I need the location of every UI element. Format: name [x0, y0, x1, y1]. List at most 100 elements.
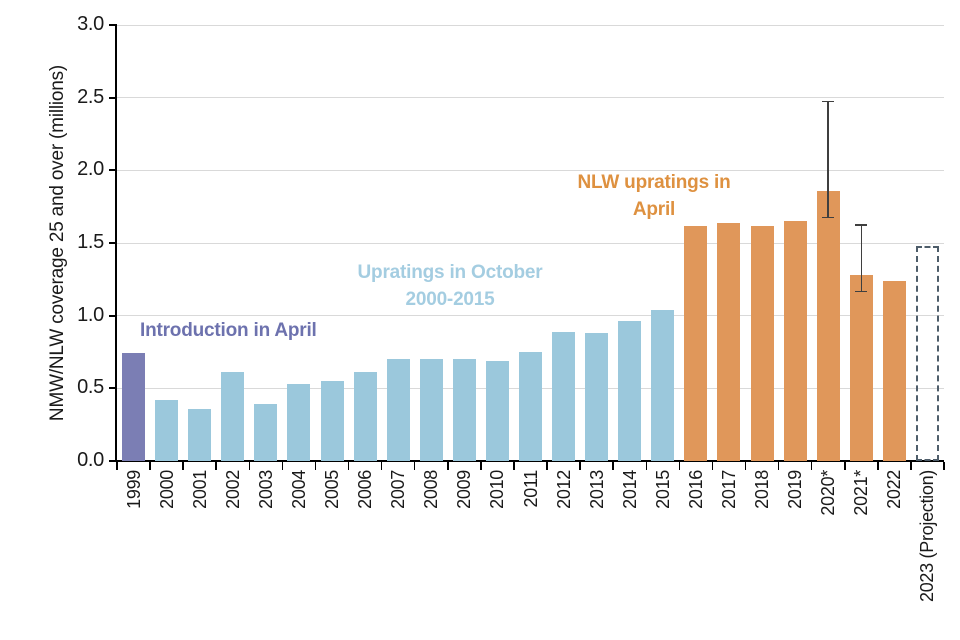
x-axis-tick [215, 462, 217, 470]
x-axis-tick [380, 462, 383, 470]
y-axis-tick-label: 2.5 [77, 85, 104, 108]
x-axis-label: 2005 [322, 470, 343, 509]
x-axis-label: 2016 [685, 470, 706, 509]
x-axis-label: 2001 [189, 470, 210, 509]
bar [221, 372, 245, 461]
x-axis-label: 2007 [388, 470, 409, 509]
x-axis-label: 2014 [619, 470, 640, 509]
annotation-line: NLW upratings in [577, 172, 731, 193]
x-axis-tick [513, 462, 515, 470]
bar [353, 372, 377, 461]
y-axis-tick [109, 96, 117, 99]
bar [188, 408, 212, 461]
x-axis-label: 2008 [421, 470, 442, 509]
x-axis-tick [182, 462, 184, 470]
bar [485, 360, 509, 461]
y-axis-tick [109, 387, 117, 390]
error-bar-line [860, 224, 863, 293]
error-bar-cap-top [855, 224, 868, 226]
annotation-october-upratings: Upratings in October 2000-2015 [356, 259, 544, 313]
x-axis-label: 2019 [785, 470, 806, 509]
bar [452, 359, 476, 461]
annotation-line: 2000-2015 [405, 289, 495, 310]
x-axis-tick [281, 462, 284, 470]
bar [651, 309, 675, 461]
y-axis-tick [109, 314, 117, 317]
x-axis-label: 2015 [652, 470, 673, 509]
x-axis-tick [413, 462, 416, 470]
error-bar-cap-bottom [855, 290, 868, 293]
x-axis-tick [612, 462, 614, 470]
x-axis-tick [844, 462, 846, 470]
annotation-line: Introduction in April [140, 320, 317, 341]
x-axis-tick [149, 462, 151, 470]
x-axis-label: 2000 [156, 470, 177, 509]
x-axis-label: 2003 [255, 470, 276, 509]
x-axis-tick [314, 462, 317, 470]
x-axis-tick [447, 462, 449, 470]
x-axis-line [115, 460, 944, 462]
bar-projection [915, 245, 939, 461]
bar [254, 404, 278, 461]
x-axis-tick [711, 462, 714, 470]
x-axis-label: 2011 [520, 470, 541, 508]
bar [419, 359, 443, 461]
x-axis-tick [579, 462, 581, 470]
x-axis-tick [910, 462, 912, 470]
y-axis-tick-label: 1.0 [77, 303, 104, 326]
x-axis-tick [347, 462, 350, 470]
x-axis-label: 2013 [586, 470, 607, 509]
bar [320, 381, 344, 461]
x-axis-label: 1999 [123, 470, 144, 509]
x-axis-tick [943, 462, 945, 470]
x-axis-tick [678, 462, 681, 470]
y-axis-tick-label: 0.0 [77, 449, 104, 471]
x-axis-label: 2017 [718, 470, 739, 509]
bar [717, 222, 741, 461]
bar [519, 352, 542, 461]
error-bar-cap-bottom [822, 216, 835, 219]
x-axis-label: 2012 [553, 470, 574, 509]
x-axis-label: 2022 [884, 470, 905, 509]
bar [552, 331, 576, 461]
y-axis-tick [109, 460, 117, 462]
y-axis-tick-label: 0.5 [77, 376, 104, 399]
bar [287, 383, 311, 461]
x-axis-tick [546, 462, 548, 470]
annotation-line: April [632, 199, 676, 220]
bar [783, 221, 807, 461]
x-axis-tick [810, 462, 813, 470]
bar [750, 225, 774, 461]
y-axis-tick [109, 24, 117, 26]
gridline [117, 242, 944, 244]
x-axis-tick [248, 462, 251, 470]
bar [618, 321, 642, 461]
annotation-line: Upratings in October [357, 262, 543, 283]
annotation-introduction: Introduction in April [140, 320, 317, 342]
x-axis-label: 2010 [487, 470, 508, 509]
x-axis-tick [116, 462, 118, 470]
gridline [117, 169, 944, 171]
x-axis-label: 2006 [355, 470, 376, 509]
gridline [117, 315, 944, 317]
y-axis-tick-label: 2.0 [77, 158, 104, 181]
y-axis-tick-label: 3.0 [77, 13, 104, 35]
x-axis-tick [777, 462, 780, 470]
x-axis-tick [645, 462, 648, 470]
bar [849, 274, 873, 461]
y-axis-line [115, 25, 117, 461]
bar [386, 359, 410, 461]
bar [816, 190, 840, 461]
gridline [117, 97, 944, 99]
bar [585, 333, 609, 461]
y-axis-tick-label: 1.5 [77, 231, 104, 253]
bar [684, 225, 708, 461]
bar [882, 280, 906, 461]
error-bar-line [827, 100, 829, 219]
x-axis-label: 2002 [222, 470, 243, 509]
x-axis-tick [480, 462, 482, 470]
x-axis-label: 2021* [851, 470, 872, 516]
error-bar-cap-top [822, 100, 835, 103]
x-axis-tick [877, 462, 879, 470]
